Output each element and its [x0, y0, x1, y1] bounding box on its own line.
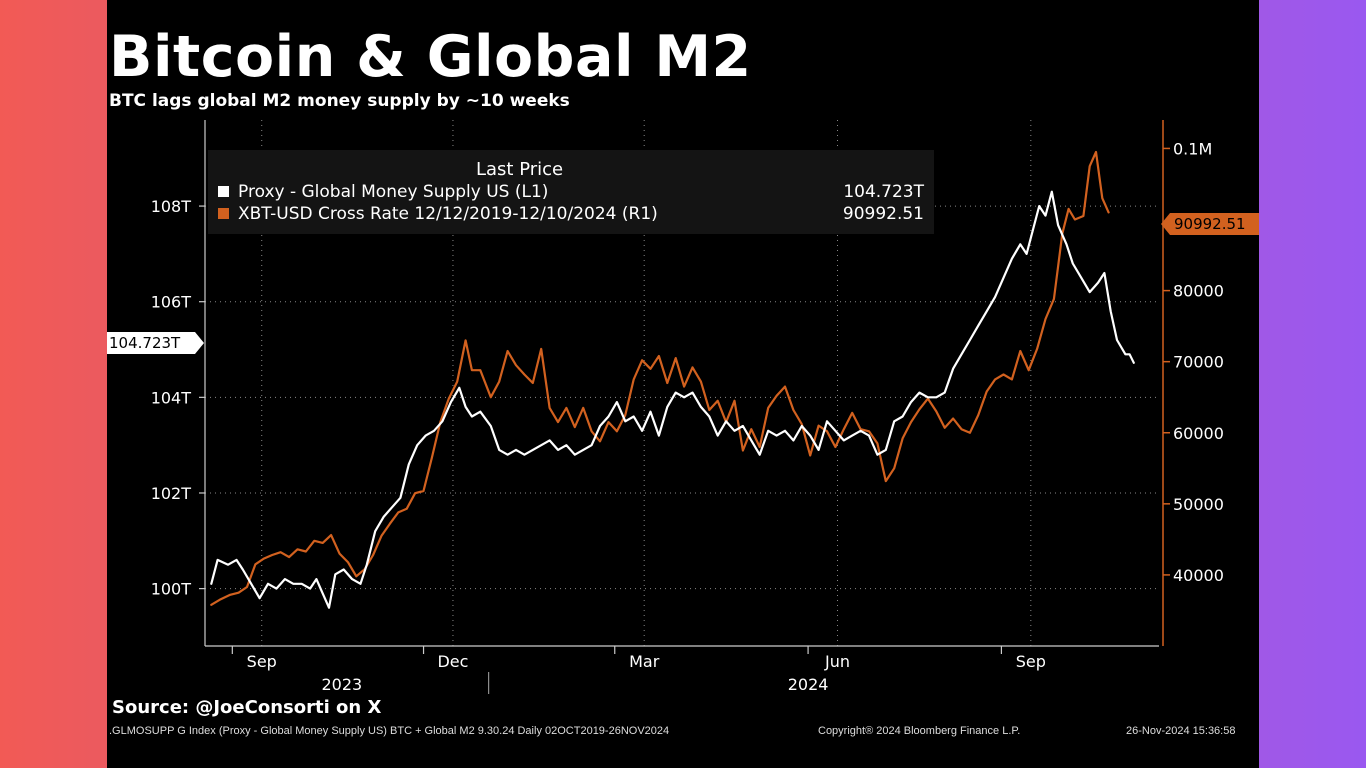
chart-panel: Bitcoin & Global M2 BTC lags global M2 m… — [107, 0, 1259, 768]
chart-title: Bitcoin & Global M2 — [109, 24, 752, 90]
legend-swatch-m2 — [218, 186, 229, 197]
last-value-tag-left-pointer — [195, 332, 204, 354]
x-month-label: Mar — [629, 652, 660, 671]
last-value-tag-right-pointer — [1161, 213, 1170, 235]
legend: Last Price Proxy - Global Money Supply U… — [208, 150, 934, 234]
series-line-global-m2 — [210, 190, 1135, 609]
legend-swatch-btc — [218, 208, 229, 219]
left-tick-label: 104T — [151, 388, 192, 407]
legend-value-btc: 90992.51 — [842, 204, 924, 224]
last-value-tag-right: 90992.51 — [1170, 213, 1259, 235]
source-credit: Source: @JoeConsorti on X — [112, 697, 382, 718]
x-month-label: Dec — [437, 652, 468, 671]
legend-entry-m2: Proxy - Global Money Supply US (L1) 104.… — [218, 181, 924, 203]
right-tick-label: 0.1M — [1173, 139, 1212, 158]
left-tick-label: 106T — [151, 293, 192, 312]
last-value-tag-left: 104.723T — [107, 332, 195, 354]
right-tick-label: 60000 — [1173, 424, 1224, 443]
legend-value-m2: 104.723T — [843, 182, 924, 202]
right-tick-label: 80000 — [1173, 282, 1224, 301]
tick-labels: 100T 102T 104T 106T 108T 40000 50000 60000 70000… — [151, 139, 1224, 694]
right-tick-label: 70000 — [1173, 353, 1224, 372]
right-tick-label: 40000 — [1173, 566, 1224, 585]
x-year-label: 2023 — [321, 675, 362, 694]
footer-timestamp: 26-Nov-2024 15:36:58 — [1126, 725, 1236, 737]
right-tick-label: 50000 — [1173, 495, 1224, 514]
x-year-label: 2024 — [788, 675, 829, 694]
legend-title: Last Price — [476, 159, 564, 180]
left-tick-label: 100T — [151, 580, 192, 599]
series-lines — [210, 150, 1135, 609]
chart-svg: 100T 102T 104T 106T 108T 40000 50000 60000 70000… — [151, 120, 1224, 694]
x-month-label: Jun — [824, 652, 850, 671]
left-tick-label: 108T — [151, 197, 192, 216]
left-tick-label: 102T — [151, 484, 192, 503]
grid-lines — [205, 120, 1159, 646]
axes — [199, 120, 1170, 694]
x-month-label: Sep — [1016, 652, 1046, 671]
legend-label-btc: XBT-USD Cross Rate 12/12/2019-12/10/2024… — [238, 204, 658, 224]
x-month-label: Sep — [247, 652, 277, 671]
footer-index-info: .GLMOSUPP G Index (Proxy - Global Money … — [109, 725, 670, 737]
footer-copyright: Copyright® 2024 Bloomberg Finance L.P. — [818, 725, 1021, 737]
legend-entry-btc: XBT-USD Cross Rate 12/12/2019-12/10/2024… — [218, 203, 924, 225]
chart-subtitle: BTC lags global M2 money supply by ~10 w… — [109, 91, 570, 111]
legend-label-m2: Proxy - Global Money Supply US (L1) — [238, 182, 549, 202]
